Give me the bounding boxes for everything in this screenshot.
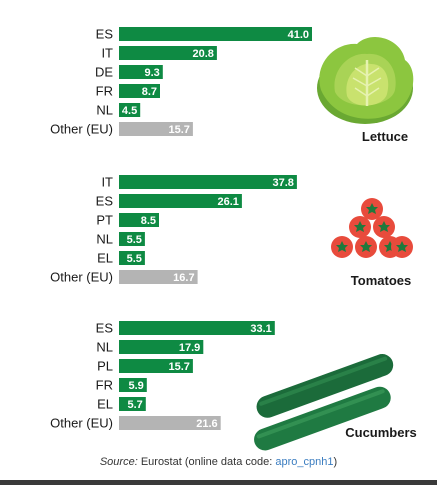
bar	[119, 378, 147, 392]
category-label: EL	[97, 397, 113, 412]
bar	[119, 270, 198, 284]
value-label: 41.0	[288, 29, 309, 41]
bar	[119, 65, 163, 79]
category-label: Other (EU)	[50, 416, 113, 431]
bar	[119, 122, 193, 136]
value-label: 5.5	[127, 234, 142, 246]
bar	[119, 103, 141, 117]
category-label: IT	[101, 175, 113, 190]
bar-panel-tomatoes: IT 37.8 ES 26.1 PT 8.5 NL 5.5 EL 5.5 Other (EU) 16.…	[50, 175, 411, 289]
value-label: 20.8	[192, 48, 213, 60]
category-label: ES	[96, 321, 114, 336]
value-label: 16.7	[173, 272, 194, 284]
value-label: 5.9	[129, 380, 144, 392]
category-label: NL	[96, 103, 113, 118]
bar	[119, 232, 145, 246]
value-label: 9.3	[145, 67, 160, 79]
bar	[119, 359, 193, 373]
source-text: Eurostat (online data code:	[137, 456, 276, 468]
lettuce-icon	[317, 37, 414, 124]
bar	[119, 251, 145, 265]
category-label: FR	[96, 378, 113, 393]
source-prefix: Source:	[99, 456, 138, 468]
bar-panel-lettuce: ES 41.0 IT 20.8 DE 9.3 FR 8.7 NL 4.5 Other (EU) 15.…	[50, 27, 408, 145]
tomato-stem-icon	[336, 241, 348, 252]
value-label: 5.7	[128, 399, 143, 411]
value-label: 8.7	[142, 86, 157, 98]
bar	[119, 340, 204, 354]
value-label: 37.8	[272, 177, 293, 189]
tomatoes-icon	[331, 198, 413, 258]
category-label: Other (EU)	[50, 270, 113, 285]
value-label: 17.9	[179, 342, 200, 354]
value-label: 21.6	[196, 418, 217, 430]
bar-panel-cucumbers: ES 33.1 NL 17.9 PL 15.7 FR 5.9 EL 5.7 Other (EU) 21…	[50, 321, 417, 441]
category-label: NL	[96, 232, 113, 247]
bar	[119, 194, 242, 208]
category-label: DE	[95, 65, 113, 80]
cucumbers-icon	[254, 354, 394, 451]
bar	[119, 213, 159, 227]
crop-title: Tomatoes	[351, 273, 411, 288]
value-label: 33.1	[250, 323, 271, 335]
category-label: Other (EU)	[50, 122, 113, 137]
value-label: 15.7	[168, 361, 189, 373]
bar	[119, 321, 275, 335]
source-data-code-link[interactable]: apro_cpnh1	[275, 456, 334, 468]
value-label: 15.7	[168, 124, 189, 136]
crop-title: Lettuce	[362, 129, 408, 144]
category-label: FR	[96, 84, 113, 99]
category-label: PL	[97, 359, 113, 374]
value-label: 8.5	[141, 215, 156, 227]
tomato-stem-icon	[378, 221, 390, 232]
bar	[119, 46, 217, 60]
bar	[119, 84, 160, 98]
bar	[119, 175, 297, 189]
bar	[119, 397, 146, 411]
category-label: PT	[96, 213, 113, 228]
tomato-stem-icon	[396, 241, 408, 252]
source-suffix: )	[333, 456, 338, 468]
category-label: ES	[96, 27, 114, 42]
tomato-stem-icon	[360, 241, 372, 252]
crop-title: Cucumbers	[345, 425, 417, 440]
value-label: 26.1	[217, 196, 238, 208]
category-label: EL	[97, 251, 113, 266]
bar	[119, 416, 221, 430]
value-label: 4.5	[122, 105, 137, 117]
category-label: ES	[96, 194, 114, 209]
source-note: Source: Eurostat (online data code: apro…	[0, 456, 437, 468]
category-label: IT	[101, 46, 113, 61]
bar	[119, 27, 312, 41]
bottom-rule	[0, 480, 437, 485]
value-label: 5.5	[127, 253, 142, 265]
category-label: NL	[96, 340, 113, 355]
tomato-stem-icon	[366, 203, 378, 214]
tomato-stem-icon	[354, 221, 366, 232]
